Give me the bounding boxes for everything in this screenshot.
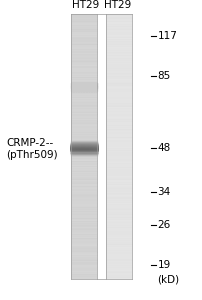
Text: 19: 19 [157, 260, 170, 270]
Text: 34: 34 [157, 187, 170, 197]
Text: 117: 117 [157, 31, 176, 41]
Text: (pThr509): (pThr509) [6, 150, 57, 160]
Text: (kD): (kD) [157, 274, 179, 284]
Text: 85: 85 [157, 71, 170, 81]
FancyBboxPatch shape [71, 14, 97, 279]
Text: 48: 48 [157, 143, 170, 153]
Text: 26: 26 [157, 220, 170, 230]
Text: CRMP-2--: CRMP-2-- [6, 138, 53, 148]
FancyBboxPatch shape [105, 14, 131, 279]
Text: HT29: HT29 [71, 1, 98, 10]
Text: HT29: HT29 [104, 1, 131, 10]
